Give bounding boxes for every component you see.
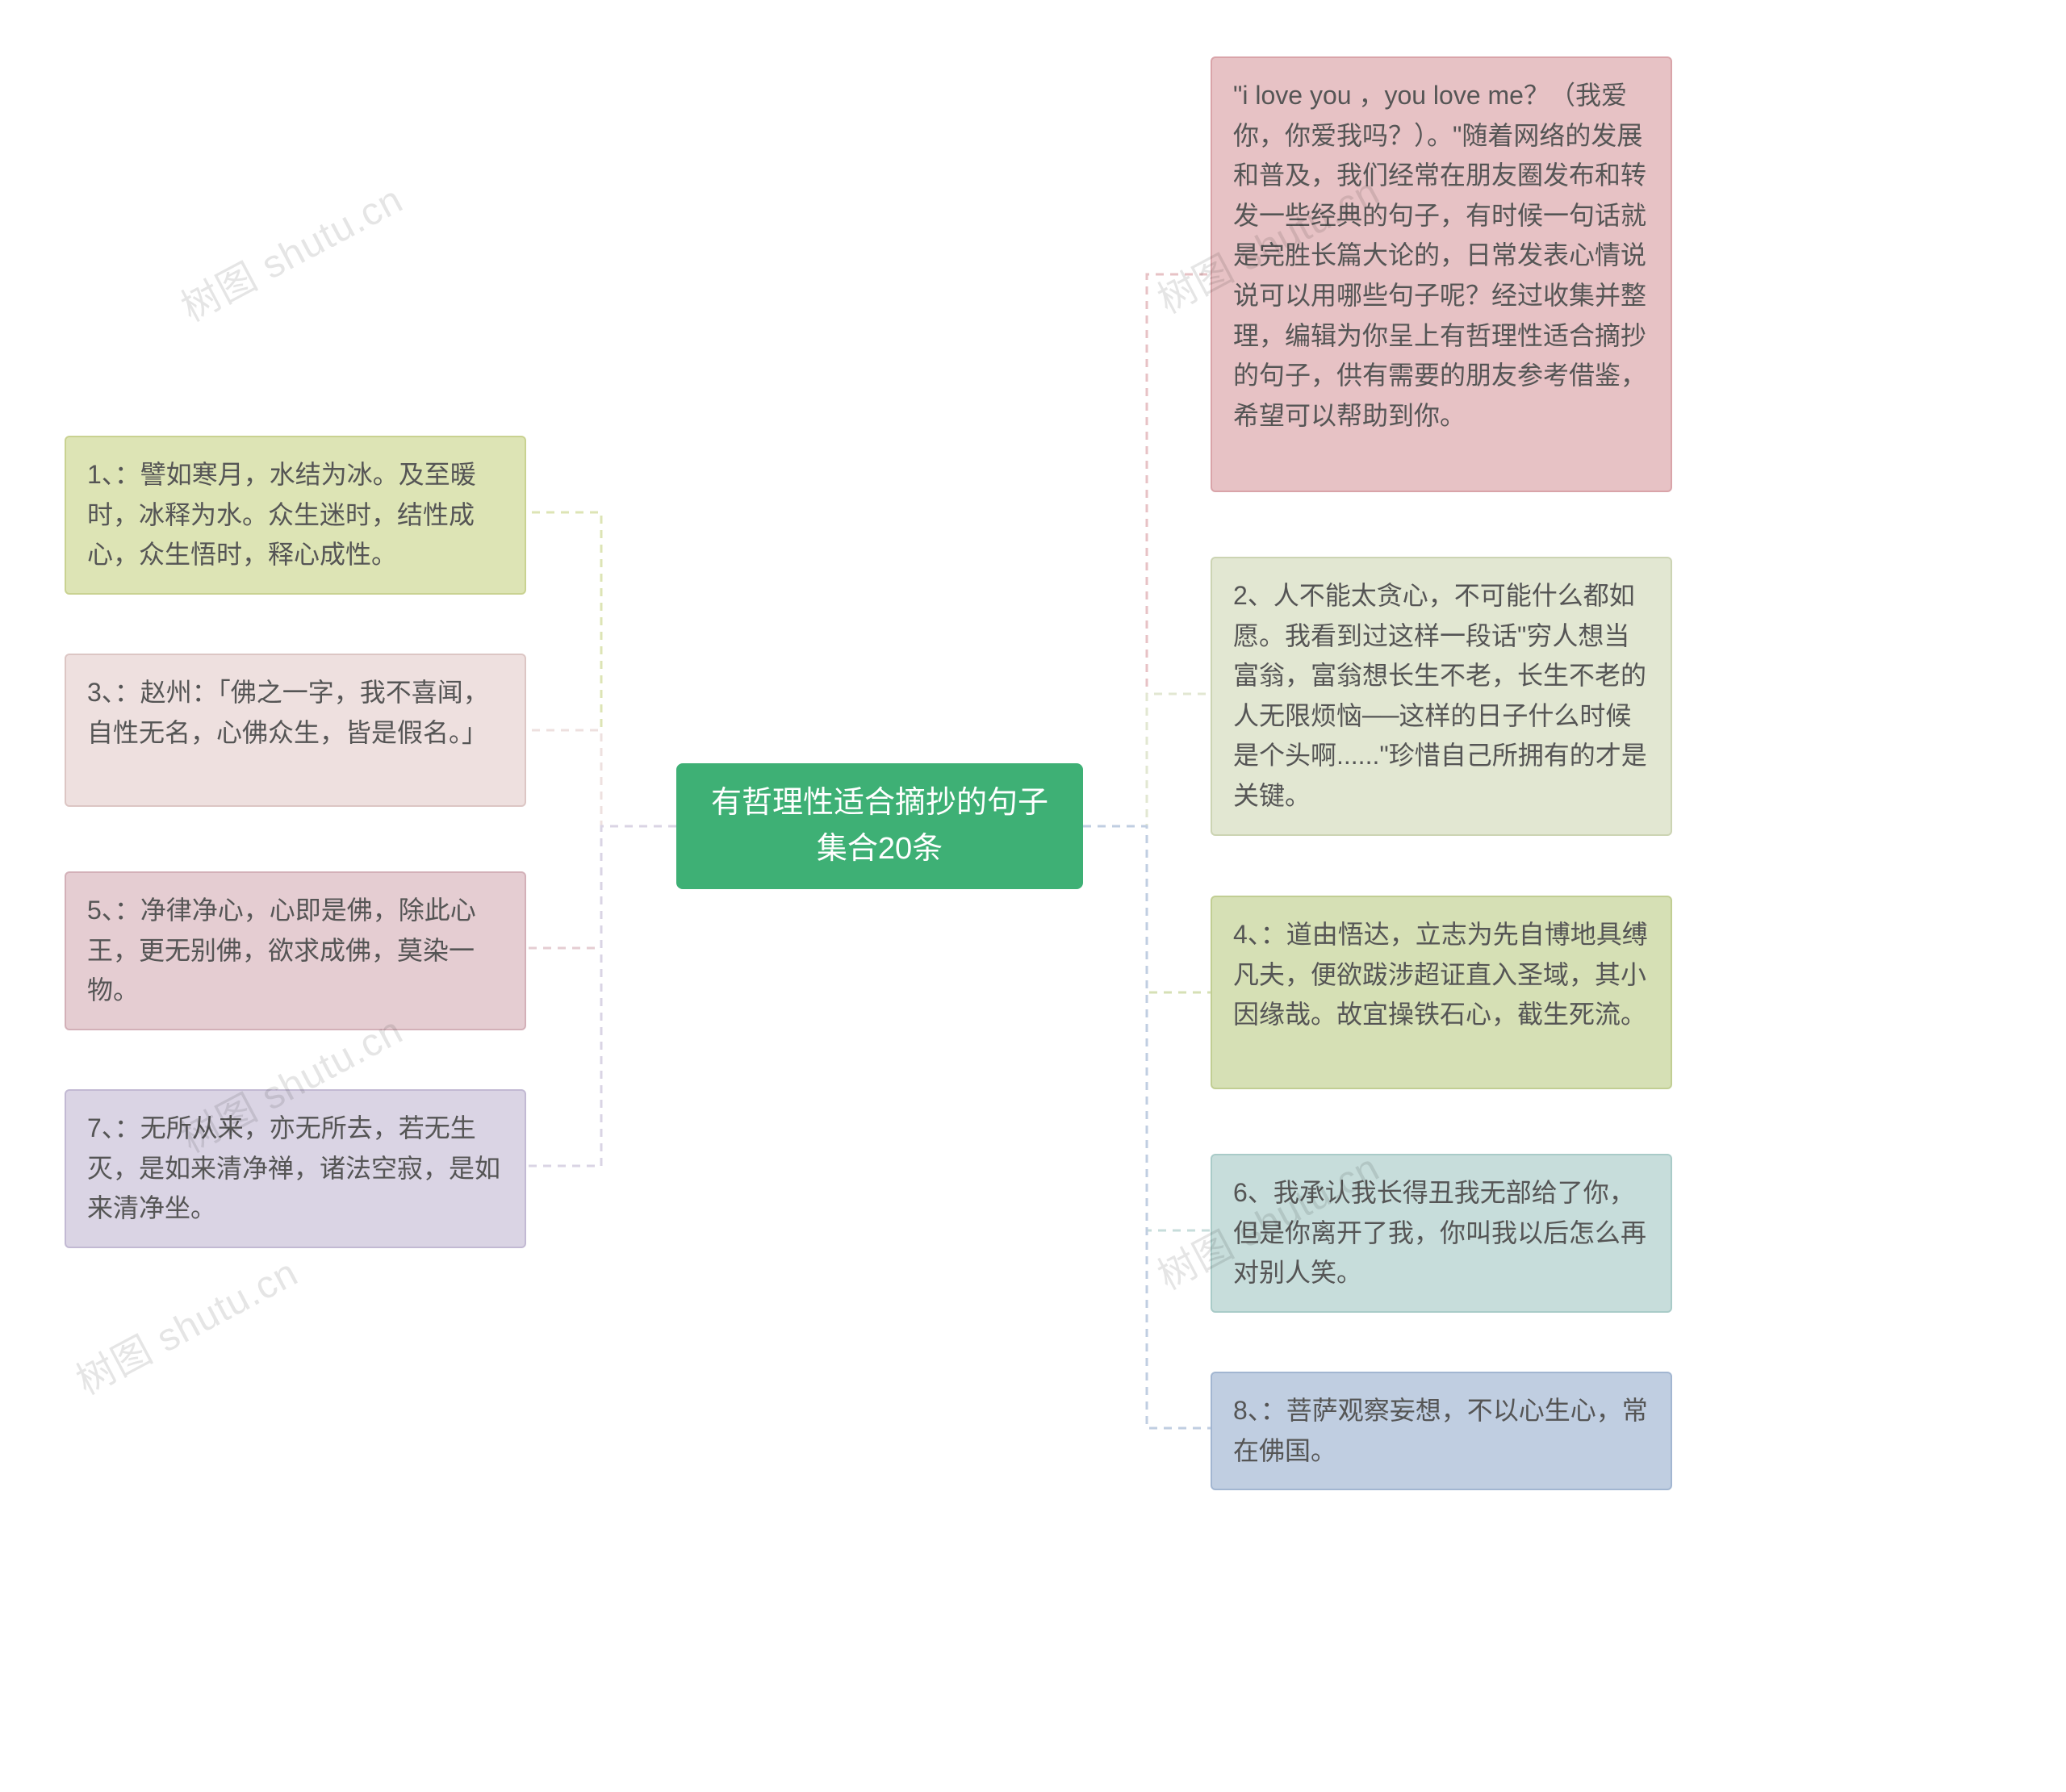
watermark-2: 树图 shutu.cn: [65, 1241, 306, 1405]
left-node-1: 3、：赵州：「佛之一字，我不喜闻，自性无名，心佛众生，皆是假名。」: [65, 654, 526, 807]
right-node-2-text: 4、：道由悟达，立志为先自博地具缚凡夫，便欲跋涉超证直入圣域，其小因缘哉。故宜操…: [1233, 920, 1648, 1029]
center-text: 有哲理性适合摘抄的句子集合20条: [711, 780, 1048, 872]
right-node-0-text: "i love you ，you love me？（我爱你，你爱我吗？）。"随着…: [1233, 81, 1646, 430]
right-node-2: 4、：道由悟达，立志为先自博地具缚凡夫，便欲跋涉超证直入圣域，其小因缘哉。故宜操…: [1211, 896, 1672, 1089]
left-node-2: 5、：净律净心，心即是佛，除此心王，更无别佛，欲求成佛，莫染一物。: [65, 871, 526, 1030]
right-node-1: 2、人不能太贪心，不可能什么都如愿。我看到过这样一段话"穷人想当富翁，富翁想长生…: [1211, 557, 1672, 836]
watermark-0: 树图 shutu.cn: [169, 168, 411, 332]
left-node-0: 1、：譬如寒月，水结为冰。及至暖时，冰释为水。众生迷时，结性成心，众生悟时，释心…: [65, 436, 526, 595]
right-node-4-text: 8、：菩萨观察妄想，不以心生心，常在佛国。: [1233, 1396, 1648, 1465]
connector: [1083, 826, 1211, 1428]
connector: [526, 730, 676, 826]
right-node-4: 8、：菩萨观察妄想，不以心生心，常在佛国。: [1211, 1372, 1672, 1490]
right-node-3: 6、我承认我长得丑我无部给了你，但是你离开了我，你叫我以后怎么再对别人笑。: [1211, 1154, 1672, 1313]
left-node-0-text: 1、：譬如寒月，水结为冰。及至暖时，冰释为水。众生迷时，结性成心，众生悟时，释心…: [87, 460, 476, 569]
connector: [526, 512, 676, 826]
center-node: 有哲理性适合摘抄的句子集合20条: [676, 763, 1083, 889]
connector: [1083, 694, 1211, 826]
connector: [1083, 274, 1211, 826]
center-line2: 集合20条: [817, 832, 943, 866]
right-node-1-text: 2、人不能太贪心，不可能什么都如愿。我看到过这样一段话"穷人想当富翁，富翁想长生…: [1233, 581, 1647, 810]
connector: [1083, 826, 1211, 992]
left-node-1-text: 3、：赵州：「佛之一字，我不喜闻，自性无名，心佛众生，皆是假名。」: [87, 678, 489, 747]
left-node-3-text: 7、：无所从来，亦无所去，若无生灭，是如来清净禅，诸法空寂，是如来清净坐。: [87, 1113, 500, 1222]
left-node-2-text: 5、：净律净心，心即是佛，除此心王，更无别佛，欲求成佛，莫染一物。: [87, 896, 476, 1005]
center-line1: 有哲理性适合摘抄的句子: [711, 786, 1048, 820]
connector: [1083, 826, 1211, 1230]
left-node-3: 7、：无所从来，亦无所去，若无生灭，是如来清净禅，诸法空寂，是如来清净坐。: [65, 1089, 526, 1248]
connector: [526, 826, 676, 948]
right-node-3-text: 6、我承认我长得丑我无部给了你，但是你离开了我，你叫我以后怎么再对别人笑。: [1233, 1178, 1646, 1287]
connector: [526, 826, 676, 1166]
right-node-0: "i love you ，you love me？（我爱你，你爱我吗？）。"随着…: [1211, 56, 1672, 492]
